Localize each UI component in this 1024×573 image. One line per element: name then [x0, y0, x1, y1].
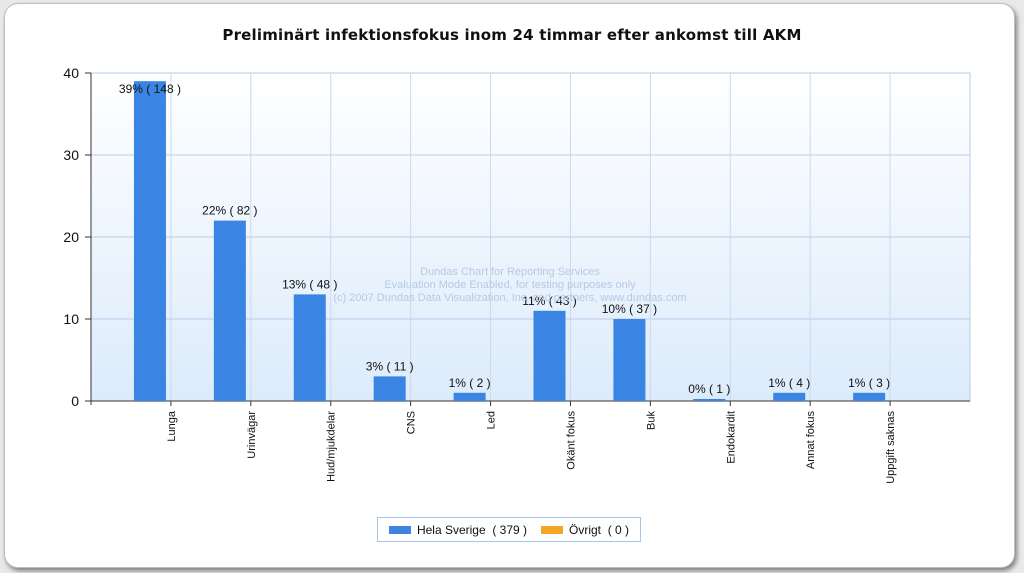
data-label: 22% ( 82 ) [202, 204, 257, 218]
watermark-line: (c) 2007 Dundas Data Visualization, Inc.… [333, 292, 687, 304]
x-tick-label: Lunga [166, 410, 178, 441]
data-label: 39% ( 148 ) [119, 82, 181, 96]
bar [453, 392, 486, 401]
data-label: 0% ( 1 ) [688, 382, 730, 396]
x-tick-label: Uppgift saknas [885, 411, 897, 484]
y-tick-label: 40 [63, 65, 79, 81]
data-label: 3% ( 11 ) [366, 359, 414, 373]
y-tick-label: 0 [71, 393, 79, 409]
legend-swatch [541, 525, 564, 534]
x-tick-label: Led [486, 411, 498, 429]
bar [773, 392, 806, 401]
chart-title: Preliminärt infektionsfokus inom 24 timm… [222, 26, 802, 44]
data-label: 10% ( 37 ) [602, 302, 657, 316]
y-tick-label: 30 [63, 147, 79, 163]
legend-item: Hela Sverige ( 379 ) [388, 522, 528, 537]
legend: Hela Sverige ( 379 ) Övrigt ( 0 ) [377, 517, 641, 542]
x-tick-label: Urinvägar [246, 411, 258, 459]
data-label: 1% ( 3 ) [848, 376, 890, 390]
data-label: 13% ( 48 ) [282, 277, 337, 291]
watermark-line: Evaluation Mode Enabled, for testing pur… [384, 279, 636, 291]
legend-item: Övrigt ( 0 ) [541, 523, 629, 537]
data-label: 1% ( 2 ) [449, 376, 491, 390]
x-tick-label: Buk [645, 411, 657, 430]
watermark: Dundas Chart for Reporting Services Eval… [330, 266, 690, 305]
data-label: 11% ( 43 ) [522, 294, 576, 308]
x-tick-label: Annat fokus [805, 411, 817, 470]
x-tick-label: Okänt fokus [565, 411, 577, 470]
x-tick-label: CNS [406, 411, 418, 434]
bar [213, 220, 246, 401]
bar [693, 399, 726, 401]
x-tick-label: Hud/mjukdelar [326, 411, 338, 482]
bar [373, 376, 406, 401]
bar [133, 81, 166, 401]
bar [533, 310, 566, 401]
bar [293, 294, 326, 401]
x-tick-label: Endokardit [725, 411, 737, 464]
y-tick-label: 10 [63, 311, 79, 327]
watermark-line: Dundas Chart for Reporting Services [420, 266, 600, 278]
data-label: 1% ( 4 ) [768, 376, 810, 390]
bar [853, 392, 886, 401]
legend-swatch [388, 525, 411, 534]
y-tick-label: 20 [63, 229, 79, 245]
legend-label: Hela Sverige ( 379 ) [416, 522, 528, 537]
bar [613, 319, 646, 401]
legend-label: Övrigt ( 0 ) [569, 522, 630, 537]
